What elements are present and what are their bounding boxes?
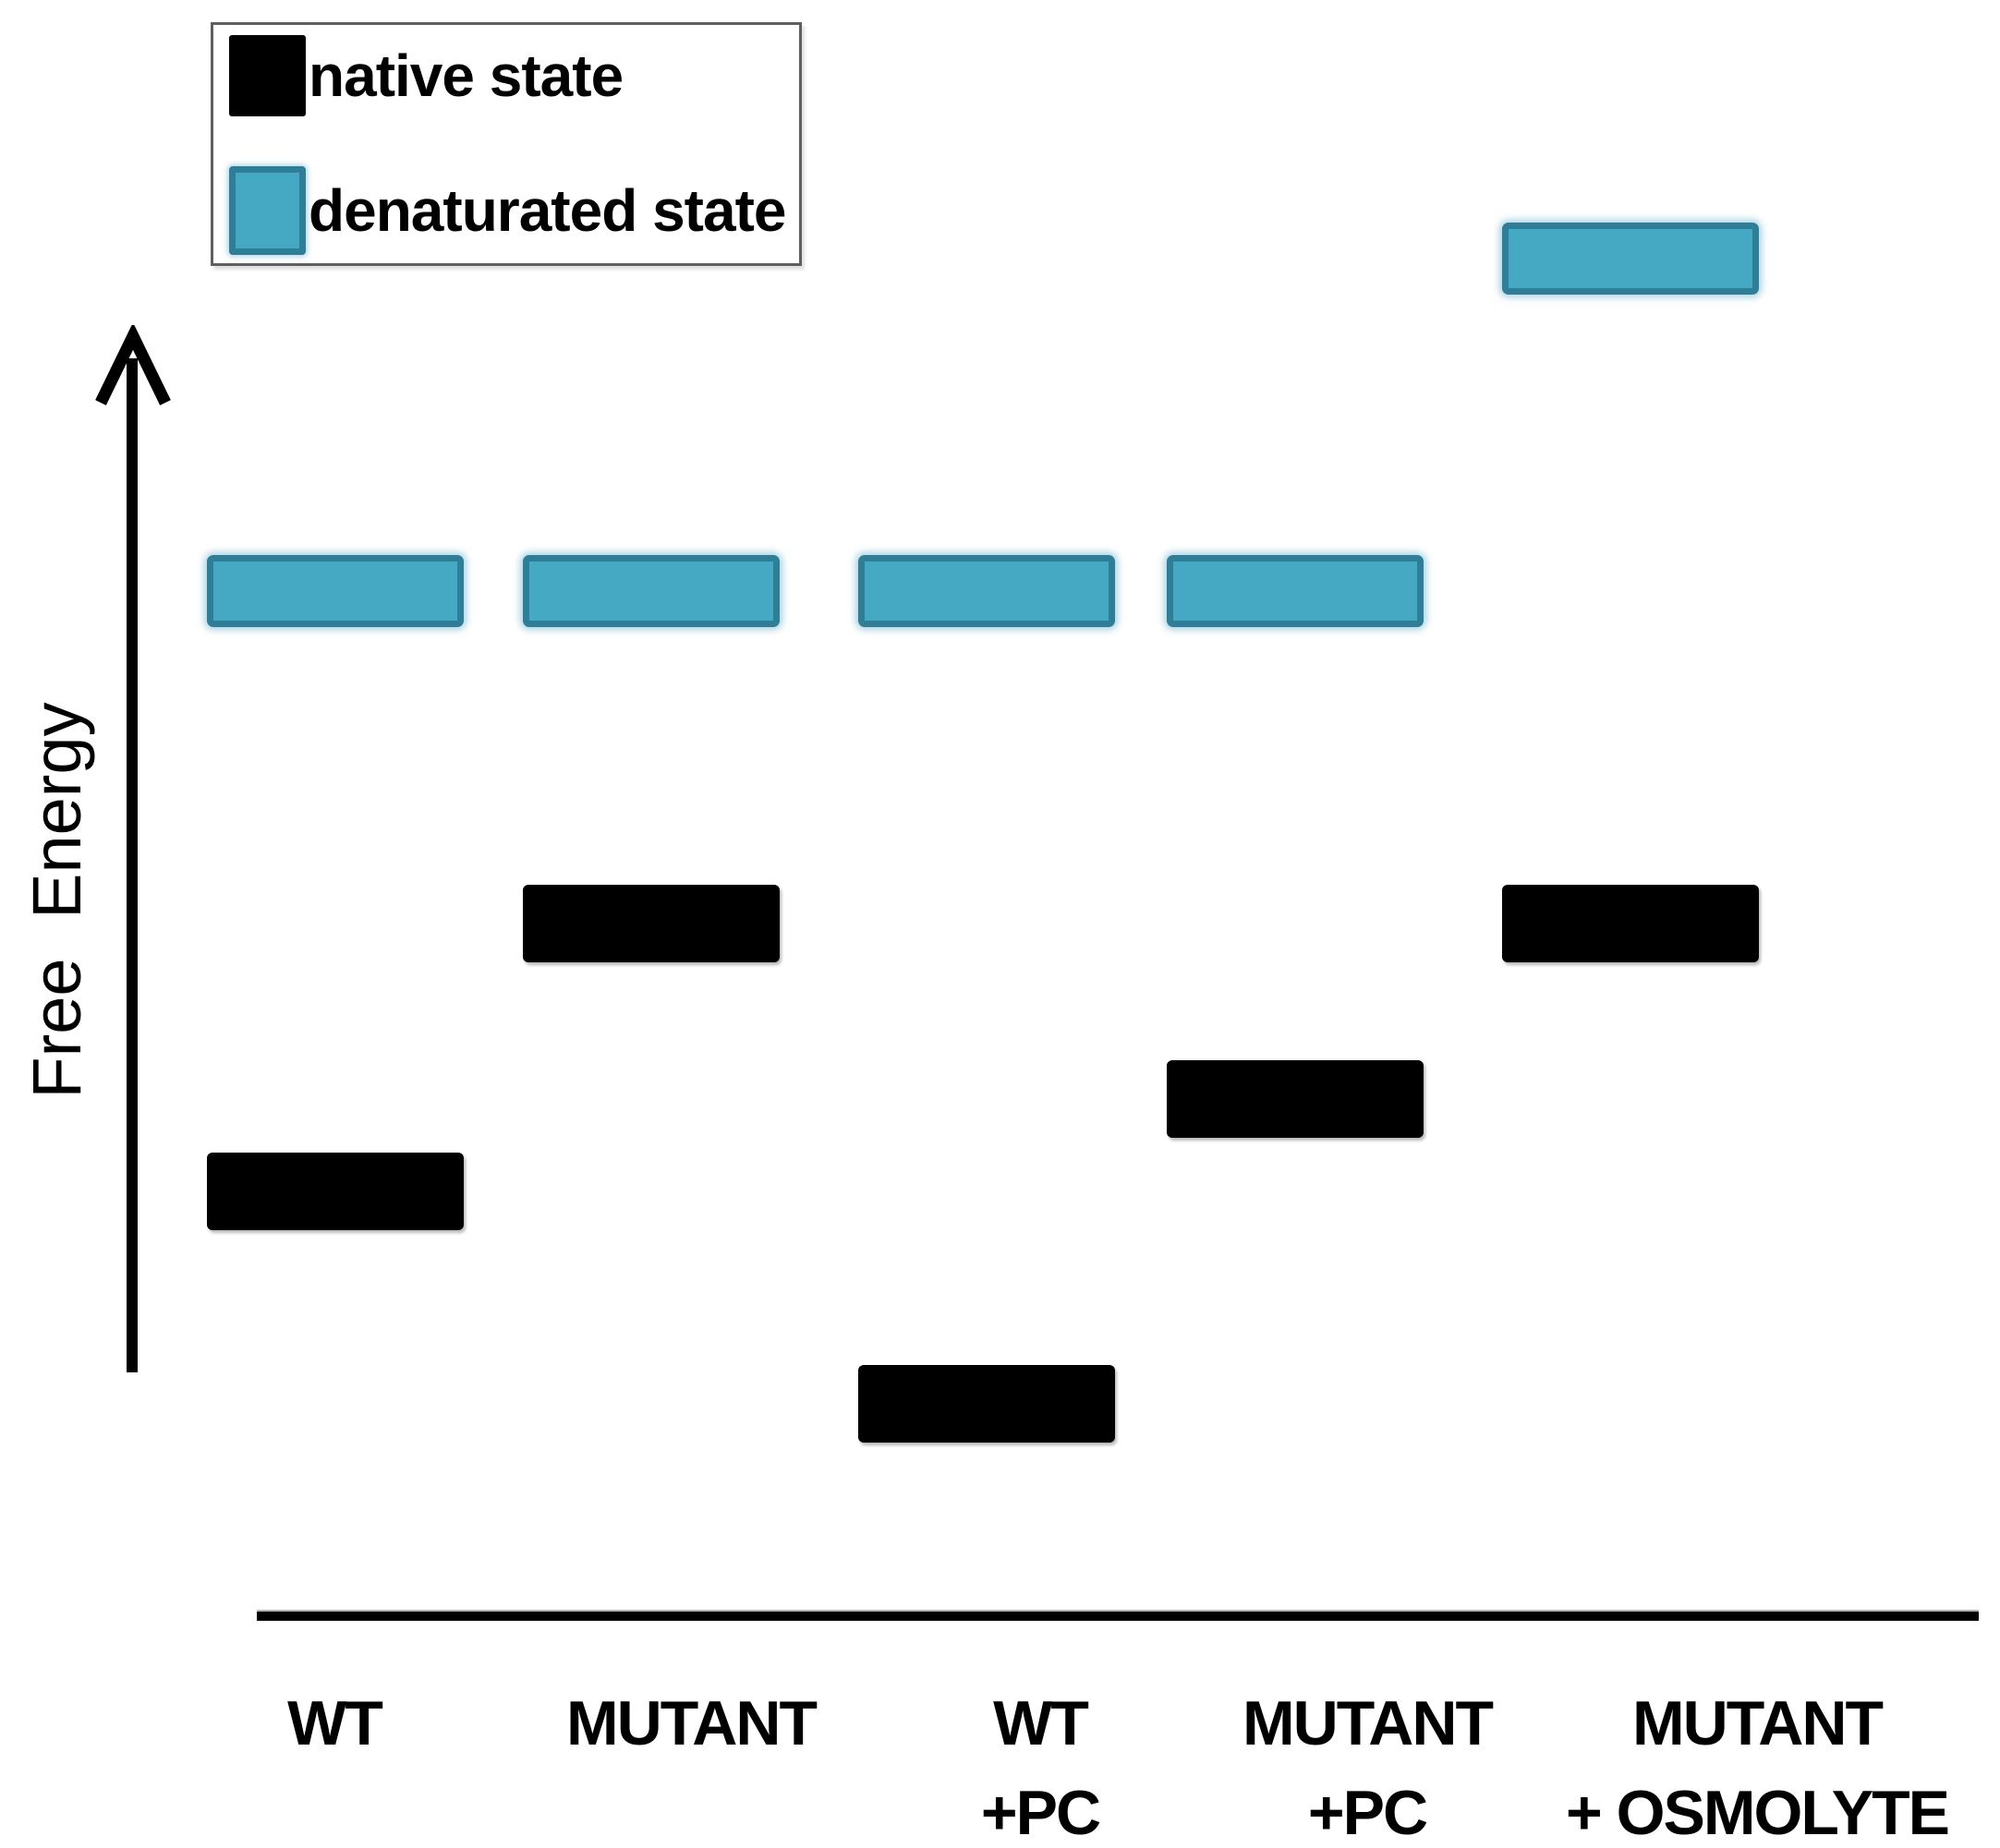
- x-axis-label-wt-pc: WT +PC: [980, 1688, 1101, 1848]
- native-state-bar-wt: [207, 1153, 464, 1230]
- denatured-state-swatch-icon: [229, 166, 306, 255]
- denaturated-state-bar-mutant-pc: [1167, 555, 1424, 627]
- native-state-swatch-icon: [229, 35, 306, 116]
- denaturated-state-bar-mutant: [523, 555, 780, 627]
- legend-item-native: native state: [229, 35, 624, 116]
- legend: native state denaturated state: [211, 22, 802, 266]
- y-axis-label: Free Energy: [18, 702, 95, 1099]
- native-state-bar-mutant-osmolyte: [1502, 885, 1759, 962]
- x-axis-label-mutant-osmolyte: MUTANT + OSMOLYTE: [1566, 1688, 1950, 1848]
- x-axis-label-mutant: MUTANT: [566, 1688, 818, 1758]
- native-state-bar-wt-pc: [858, 1365, 1115, 1443]
- denaturated-state-bar-wt: [207, 555, 464, 627]
- legend-label-denatured: denaturated state: [309, 177, 786, 244]
- x-axis-line: [257, 1612, 1979, 1621]
- arrow-up-icon: [95, 325, 171, 405]
- x-axis-label-wt: WT: [287, 1688, 383, 1758]
- y-axis-line: [127, 358, 138, 1372]
- denaturated-state-bar-mutant-osmolyte: [1502, 223, 1759, 295]
- x-axis-label-mutant-pc: MUTANT +PC: [1242, 1688, 1494, 1848]
- denaturated-state-bar-wt-pc: [858, 555, 1115, 627]
- native-state-bar-mutant: [523, 885, 780, 962]
- legend-label-native: native state: [309, 42, 624, 109]
- native-state-bar-mutant-pc: [1167, 1060, 1424, 1138]
- legend-item-denatured: denaturated state: [229, 166, 786, 255]
